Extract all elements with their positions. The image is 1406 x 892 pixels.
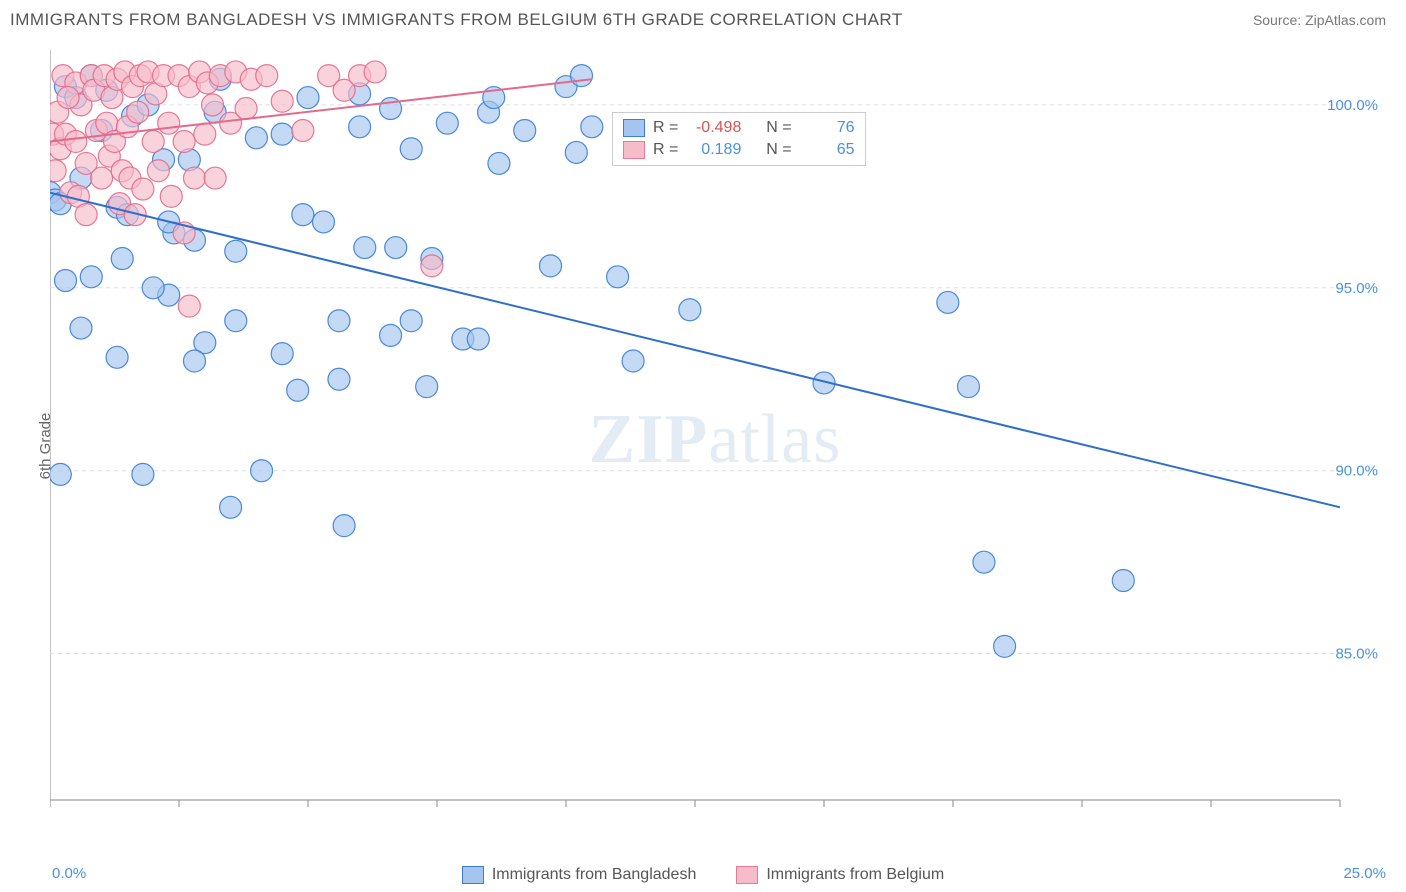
source-label: Source: ZipAtlas.com xyxy=(1253,12,1386,28)
correlation-legend: R = -0.498 N = 76 R = 0.189 N = 65 xyxy=(612,112,866,166)
svg-text:95.0%: 95.0% xyxy=(1335,280,1378,297)
legend-swatch xyxy=(623,119,645,137)
svg-text:85.0%: 85.0% xyxy=(1335,646,1378,663)
legend-n-value: 65 xyxy=(800,141,855,159)
bottom-legend: Immigrants from Bangladesh Immigrants fro… xyxy=(0,866,1406,884)
legend-r-label: R = xyxy=(653,141,678,159)
chart-container: 85.0%90.0%95.0%100.0% ZIPatlas R =-0.498… xyxy=(50,50,1380,830)
svg-text:100.0%: 100.0% xyxy=(1327,97,1378,114)
legend-r-value: -0.498 xyxy=(686,119,741,137)
legend-r-value: 0.189 xyxy=(686,141,741,159)
svg-text:90.0%: 90.0% xyxy=(1335,463,1378,480)
chart-title: IMMIGRANTS FROM BANGLADESH VS IMMIGRANTS… xyxy=(10,10,903,30)
legend-r-label: R = xyxy=(653,119,678,137)
legend-label: Immigrants from Bangladesh xyxy=(492,866,697,884)
legend-swatch xyxy=(623,141,645,159)
x-axis-min-label: 0.0% xyxy=(52,865,86,882)
legend-n-label: N = xyxy=(766,141,791,159)
legend-n-label: N = xyxy=(766,119,791,137)
legend-n-value: 76 xyxy=(800,119,855,137)
legend-swatch xyxy=(462,866,484,884)
legend-label: Immigrants from Belgium xyxy=(766,866,944,884)
legend-item: Immigrants from Bangladesh xyxy=(462,866,697,884)
legend-swatch xyxy=(736,866,758,884)
legend-item: Immigrants from Belgium xyxy=(736,866,944,884)
x-axis-max-label: 25.0% xyxy=(1343,865,1386,882)
